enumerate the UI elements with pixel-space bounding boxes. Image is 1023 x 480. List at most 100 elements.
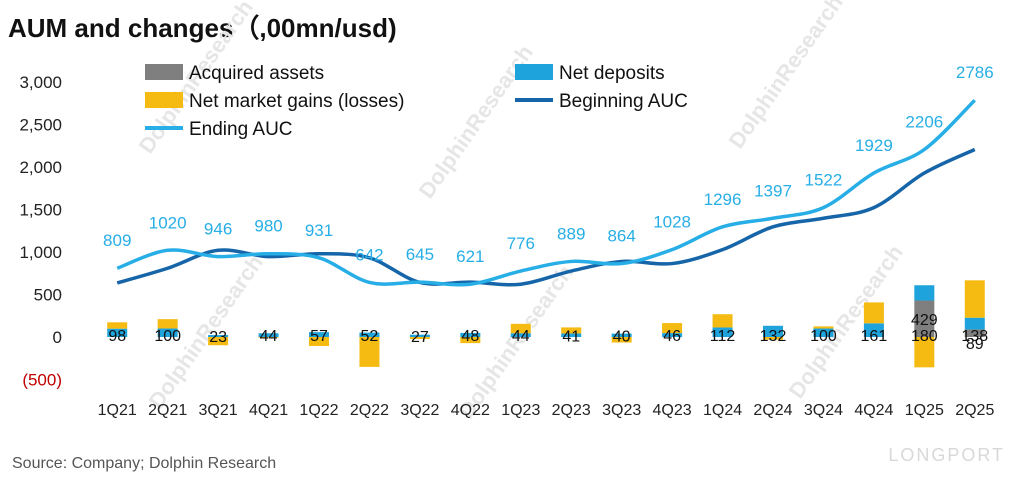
x-tick-label: 1Q22 — [299, 402, 338, 419]
bar-label-net-deposits: 27 — [411, 329, 429, 346]
bar-net-deposits — [157, 328, 178, 337]
bar-market-gains — [107, 322, 128, 329]
bar-label-net-deposits: 23 — [209, 329, 227, 346]
y-tick-label: 2,500 — [19, 116, 62, 135]
bar-market-losses — [309, 337, 329, 347]
line-label-ending-auc: 1296 — [704, 190, 742, 209]
bar-net-deposits — [309, 332, 329, 337]
bar-layer — [107, 280, 985, 368]
legend-swatch — [145, 64, 183, 80]
y-tick-label: 1,000 — [19, 243, 62, 262]
bar-label-net-deposits: 161 — [861, 328, 888, 345]
line-label-layer: 809 1020 946 980 931 642 645 621 776 889 864 1028 12… — [103, 63, 994, 266]
x-tick-label: 1Q21 — [98, 402, 137, 419]
x-tick-label: 2Q23 — [552, 402, 591, 419]
line-label-ending-auc: 889 — [557, 224, 585, 243]
line-layer — [116, 98, 977, 287]
bar-market-losses — [460, 337, 481, 344]
legend-label: Net deposits — [559, 63, 665, 84]
bar-label-net-deposits: 100 — [810, 328, 837, 345]
bar-label-net-deposits: 138 — [961, 328, 988, 345]
bar-label-net-deposits: 98 — [108, 328, 126, 345]
x-tick-label: 1Q25 — [905, 402, 944, 419]
legend-label: Beginning AUC — [559, 91, 688, 112]
x-tick-label: 3Q21 — [199, 402, 238, 419]
x-tick-label: 2Q21 — [148, 402, 187, 419]
x-tick-label: 2Q22 — [350, 402, 389, 419]
bar-label-net-deposits: 48 — [461, 328, 479, 345]
bar-label-net-deposits: 52 — [361, 328, 379, 345]
line-label-ending-auc: 621 — [456, 247, 484, 266]
x-tick-label: 3Q22 — [400, 402, 439, 419]
bar-net-deposits — [712, 327, 733, 337]
bar-label-net-deposits: 132 — [760, 328, 787, 345]
line-label-ending-auc: 864 — [607, 227, 635, 246]
legend-label: Acquired assets — [189, 63, 324, 84]
bar-net-deposits — [510, 333, 531, 337]
line-label-ending-auc: 1522 — [805, 171, 843, 190]
bar-market-losses — [359, 337, 380, 367]
line-label-ending-auc: 809 — [103, 231, 131, 250]
line-label-ending-auc: 645 — [406, 245, 434, 264]
bar-acquired-assets — [914, 300, 935, 337]
bar-label-net-deposits: 57 — [310, 328, 328, 345]
bar-market-gains — [662, 323, 683, 334]
bar-label-net-deposits: 44 — [260, 328, 278, 345]
line-label-ending-auc: 946 — [204, 220, 232, 239]
bar-net-deposits — [208, 335, 229, 337]
legend-swatch — [145, 92, 183, 108]
bar-label-acquired: 89 — [966, 336, 984, 353]
y-tick-label: 0 — [53, 328, 62, 347]
x-tick-label: 2Q24 — [753, 402, 792, 419]
bar-market-losses — [208, 337, 229, 346]
y-tick-label: 3,000 — [19, 73, 62, 92]
line-label-ending-auc: 980 — [254, 217, 282, 236]
bar-label-net-deposits: 46 — [663, 328, 681, 345]
line-beginning-auc — [116, 147, 976, 287]
watermark-text: DolphinResearch — [724, 0, 848, 153]
bar-label-net-deposits: 41 — [562, 328, 580, 345]
bar-net-deposits — [409, 334, 430, 337]
bar-net-deposits — [863, 323, 884, 337]
bar-net-deposits — [662, 333, 683, 337]
line-label-ending-auc: 776 — [507, 234, 535, 253]
bar-market-gains — [510, 323, 531, 334]
bar-market-gains — [863, 302, 884, 324]
bar-market-losses — [914, 337, 935, 368]
bar-net-deposits — [258, 333, 279, 337]
bar-label-net-deposits: 180 — [911, 328, 938, 345]
legend-swatch — [515, 64, 553, 80]
bar-label-net-deposits: 40 — [613, 328, 631, 345]
watermark-longport: LONGPORT — [888, 445, 1005, 465]
x-tick-label: 1Q24 — [703, 402, 742, 419]
legend-label: Net market gains (losses) — [189, 91, 404, 112]
x-tick-label: 3Q24 — [804, 402, 843, 419]
line-label-ending-auc: 1020 — [149, 213, 187, 232]
bar-acquired-assets — [964, 329, 985, 337]
bar-market-gains — [561, 327, 582, 334]
bar-label-net-deposits: 112 — [710, 328, 736, 345]
chart-title: AUM and changes（,00mn/usd) — [8, 13, 397, 43]
y-axis: 3,000 2,500 2,000 1,500 1,000 500 0 (500) — [19, 73, 62, 390]
source-note: Source: Company; Dolphin Research — [12, 455, 277, 472]
legend-label: Ending AUC — [189, 119, 293, 140]
bar-net-deposits — [611, 333, 632, 337]
bar-market-losses — [611, 337, 632, 343]
bar-market-gains — [964, 280, 985, 318]
line-label-ending-auc: 642 — [355, 245, 383, 264]
bar-net-deposits — [107, 328, 128, 337]
watermark-text: DolphinResearch — [784, 240, 908, 403]
bar-label-net-deposits: 44 — [512, 328, 530, 345]
line-label-ending-auc: 1397 — [754, 181, 792, 200]
y-tick-label: (500) — [22, 371, 62, 390]
line-label-ending-auc: 2786 — [956, 63, 994, 82]
bar-market-gains — [712, 314, 733, 328]
bar-net-deposits — [914, 285, 935, 301]
y-tick-label: 1,500 — [19, 201, 62, 220]
y-tick-label: 500 — [34, 286, 62, 305]
bar-net-deposits — [813, 328, 834, 337]
line-label-ending-auc: 1028 — [653, 213, 691, 232]
bar-net-deposits — [561, 333, 582, 337]
x-tick-label: 4Q24 — [854, 402, 893, 419]
